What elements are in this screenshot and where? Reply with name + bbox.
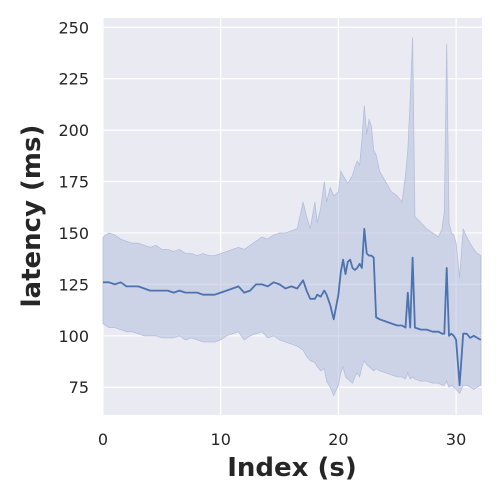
y-axis-title: latency (ms) (17, 125, 47, 308)
y-tick-label: 125 (58, 275, 89, 294)
latency-line (103, 227, 482, 387)
x-tick-label: 0 (98, 430, 108, 449)
y-tick-label: 175 (58, 173, 89, 192)
series-layer (102, 37, 482, 397)
y-tick-label: 150 (58, 224, 89, 243)
y-tick-label: 200 (58, 121, 89, 140)
x-tick-label: 20 (328, 430, 348, 449)
x-tick-label: 10 (211, 430, 231, 449)
tick-labels: 75 100 125 150 175 200 225 250 0 10 20 30 (58, 18, 466, 449)
y-tick-label: 225 (58, 70, 89, 89)
y-tick-label: 100 (58, 327, 89, 346)
x-axis-title: Index (s) (227, 453, 357, 483)
y-tick-label: 250 (58, 18, 89, 37)
x-tick-label: 30 (446, 430, 466, 449)
y-tick-label: 75 (69, 378, 89, 397)
confidence-band (102, 37, 482, 397)
